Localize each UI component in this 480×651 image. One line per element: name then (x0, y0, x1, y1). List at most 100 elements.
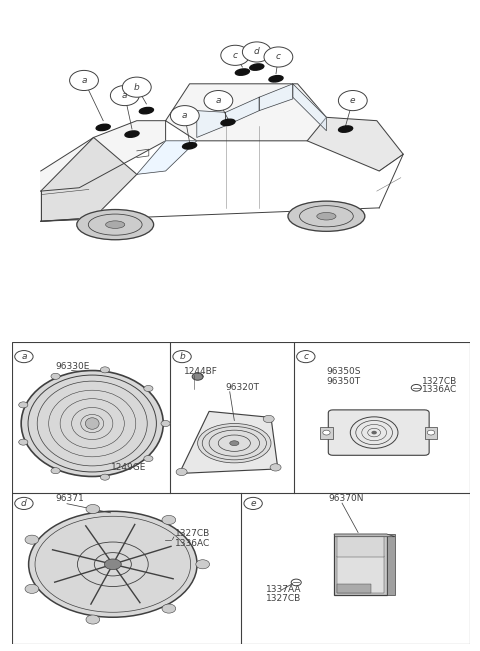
Ellipse shape (269, 76, 283, 82)
Circle shape (173, 350, 191, 363)
Ellipse shape (338, 126, 353, 132)
Circle shape (100, 474, 109, 480)
Text: 1244BF: 1244BF (184, 367, 218, 376)
Circle shape (244, 497, 262, 510)
Circle shape (338, 90, 367, 111)
Text: 1336AC: 1336AC (175, 539, 210, 548)
Polygon shape (259, 84, 293, 111)
Bar (334, 534, 387, 594)
Ellipse shape (106, 221, 125, 229)
Circle shape (161, 421, 170, 426)
Text: c: c (233, 51, 238, 60)
Ellipse shape (125, 131, 139, 137)
Circle shape (122, 77, 151, 97)
Circle shape (323, 430, 330, 435)
Bar (387, 534, 395, 594)
Circle shape (25, 535, 39, 544)
Circle shape (270, 464, 281, 471)
Polygon shape (180, 411, 278, 473)
Circle shape (221, 46, 250, 65)
Circle shape (162, 516, 176, 525)
Ellipse shape (221, 119, 235, 126)
Ellipse shape (182, 143, 197, 149)
Ellipse shape (198, 424, 271, 463)
Circle shape (144, 456, 153, 462)
Bar (424, 426, 437, 439)
Text: b: b (134, 83, 140, 92)
Text: e: e (350, 96, 356, 105)
Circle shape (192, 373, 203, 380)
Ellipse shape (105, 559, 121, 570)
Ellipse shape (85, 418, 99, 429)
Text: a: a (182, 111, 188, 120)
Text: 96370N: 96370N (328, 493, 364, 503)
Polygon shape (293, 84, 326, 131)
Text: a: a (21, 352, 27, 361)
Ellipse shape (250, 64, 264, 70)
Ellipse shape (29, 511, 197, 617)
Circle shape (170, 105, 199, 126)
Ellipse shape (96, 124, 110, 131)
Circle shape (144, 385, 153, 391)
Text: d: d (21, 499, 27, 508)
Circle shape (204, 90, 233, 111)
Ellipse shape (317, 212, 336, 220)
Circle shape (263, 415, 274, 422)
Circle shape (411, 385, 421, 391)
Text: 1327CB: 1327CB (175, 529, 210, 538)
Text: e: e (251, 499, 256, 508)
FancyBboxPatch shape (328, 410, 429, 455)
Text: a: a (81, 76, 87, 85)
Circle shape (25, 585, 39, 594)
Circle shape (51, 373, 60, 380)
Circle shape (100, 367, 109, 373)
Circle shape (291, 579, 301, 586)
Circle shape (92, 469, 101, 476)
Bar (337, 584, 371, 593)
Text: 1249GE: 1249GE (110, 464, 146, 473)
Text: a: a (122, 91, 128, 100)
Text: 1327CB: 1327CB (422, 377, 457, 386)
Circle shape (242, 42, 271, 62)
Circle shape (15, 497, 33, 510)
Circle shape (264, 47, 293, 67)
Text: 96350S: 96350S (326, 367, 360, 376)
Polygon shape (41, 137, 137, 221)
Circle shape (70, 70, 98, 90)
Polygon shape (197, 111, 226, 137)
Circle shape (297, 350, 315, 363)
Ellipse shape (288, 201, 365, 231)
Circle shape (427, 430, 435, 435)
Circle shape (19, 439, 28, 445)
Circle shape (86, 505, 100, 514)
Text: c: c (303, 352, 308, 361)
Ellipse shape (139, 107, 154, 114)
Text: b: b (179, 352, 185, 361)
Circle shape (19, 402, 28, 408)
Circle shape (51, 467, 60, 474)
Text: d: d (254, 48, 260, 57)
Circle shape (86, 615, 100, 624)
Ellipse shape (230, 441, 239, 445)
Ellipse shape (77, 210, 154, 240)
Text: 1336AC: 1336AC (422, 385, 457, 395)
Text: 96350T: 96350T (326, 377, 360, 386)
Polygon shape (137, 141, 197, 174)
Bar (337, 536, 384, 557)
Polygon shape (41, 120, 166, 191)
Ellipse shape (21, 370, 163, 477)
Circle shape (15, 350, 33, 363)
Circle shape (176, 468, 187, 476)
Polygon shape (166, 84, 326, 141)
Bar (320, 426, 333, 439)
Circle shape (163, 536, 173, 544)
Text: 96371: 96371 (56, 493, 84, 503)
Polygon shape (307, 117, 403, 171)
Text: 1337AA: 1337AA (266, 585, 302, 594)
Circle shape (162, 604, 176, 613)
Text: a: a (216, 96, 221, 105)
Ellipse shape (235, 69, 250, 76)
Circle shape (110, 85, 139, 105)
Polygon shape (226, 97, 259, 126)
Text: c: c (276, 53, 281, 61)
